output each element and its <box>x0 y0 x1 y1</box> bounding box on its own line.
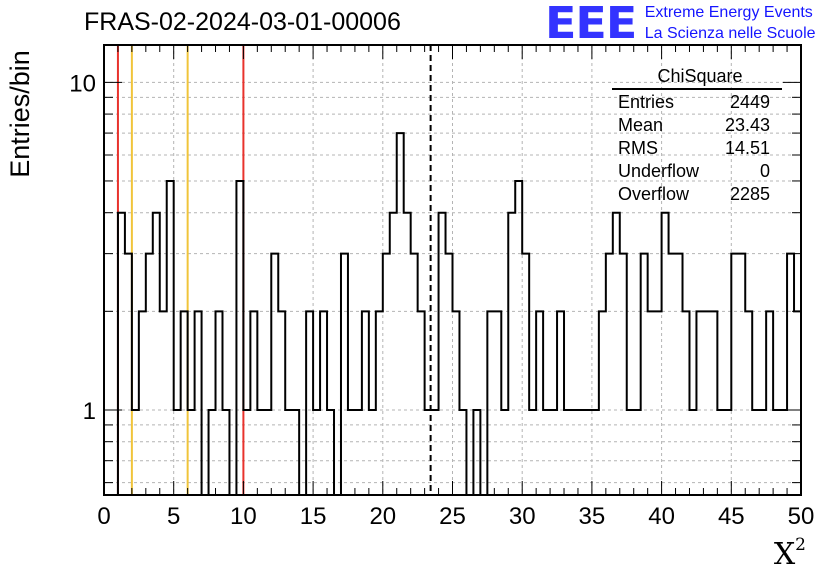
stats-label: Underflow <box>618 161 700 181</box>
x-tick-label: 25 <box>439 503 466 530</box>
x-tick-label: 45 <box>718 503 745 530</box>
eee-logo: EEE Extreme Energy Events La Scienza nel… <box>545 0 816 49</box>
x-tick-label: 20 <box>369 503 396 530</box>
eee-logo-text: Extreme Energy Events La Scienza nelle S… <box>645 2 816 44</box>
plot-title: FRAS-02-2024-03-01-00006 <box>84 8 401 36</box>
stats-value: 2285 <box>729 184 770 204</box>
stats-row-rms: RMS 14.51 <box>610 138 782 161</box>
stats-row-overflow: Overflow 2285 <box>610 184 782 207</box>
x-tick-label: 50 <box>788 503 815 530</box>
y-axis-label: Entries/bin <box>5 50 35 178</box>
stats-label: Overflow <box>618 184 690 204</box>
y-tick-label: 10 <box>69 70 96 97</box>
stats-box: ChiSquare Entries 2449 Mean 23.43 RMS 14.51… <box>610 66 782 207</box>
histogram-line <box>104 132 802 496</box>
x-tick-label: 30 <box>509 503 536 530</box>
stats-row-entries: Entries 2449 <box>610 92 782 115</box>
stats-label: Entries <box>618 92 675 112</box>
stats-title: ChiSquare <box>657 66 743 86</box>
x-axis-label: X2 <box>773 535 806 572</box>
x-tick-label: 0 <box>97 503 110 530</box>
eee-logo-mark: EEE <box>545 0 637 49</box>
stats-value: 2449 <box>729 92 770 112</box>
x-tick-label: 15 <box>300 503 327 530</box>
x-axis-label-exponent: 2 <box>795 535 806 555</box>
stats-value: 0 <box>759 161 770 181</box>
x-tick-label: 5 <box>167 503 180 530</box>
stats-label: Mean <box>618 115 664 135</box>
stats-row-mean: Mean 23.43 <box>610 115 782 138</box>
logo-line-2: La Scienza nelle Scuole <box>644 25 816 42</box>
tick-labels: 0 5 10 15 20 25 30 35 40 45 50 1 10 <box>69 70 814 530</box>
stats-divider <box>612 88 782 90</box>
y-tick-label: 1 <box>83 398 96 425</box>
x-tick-label: 40 <box>648 503 675 530</box>
stats-label: RMS <box>618 138 658 158</box>
stats-row-underflow: Underflow 0 <box>610 161 782 184</box>
axis-ticks <box>103 45 802 495</box>
x-axis-label-symbol: X <box>773 537 796 572</box>
x-tick-label: 35 <box>579 503 606 530</box>
stats-value: 23.43 <box>724 115 770 135</box>
stats-value: 14.51 <box>724 138 770 158</box>
logo-line-1: Extreme Energy Events <box>644 4 813 21</box>
x-tick-label: 10 <box>230 503 257 530</box>
